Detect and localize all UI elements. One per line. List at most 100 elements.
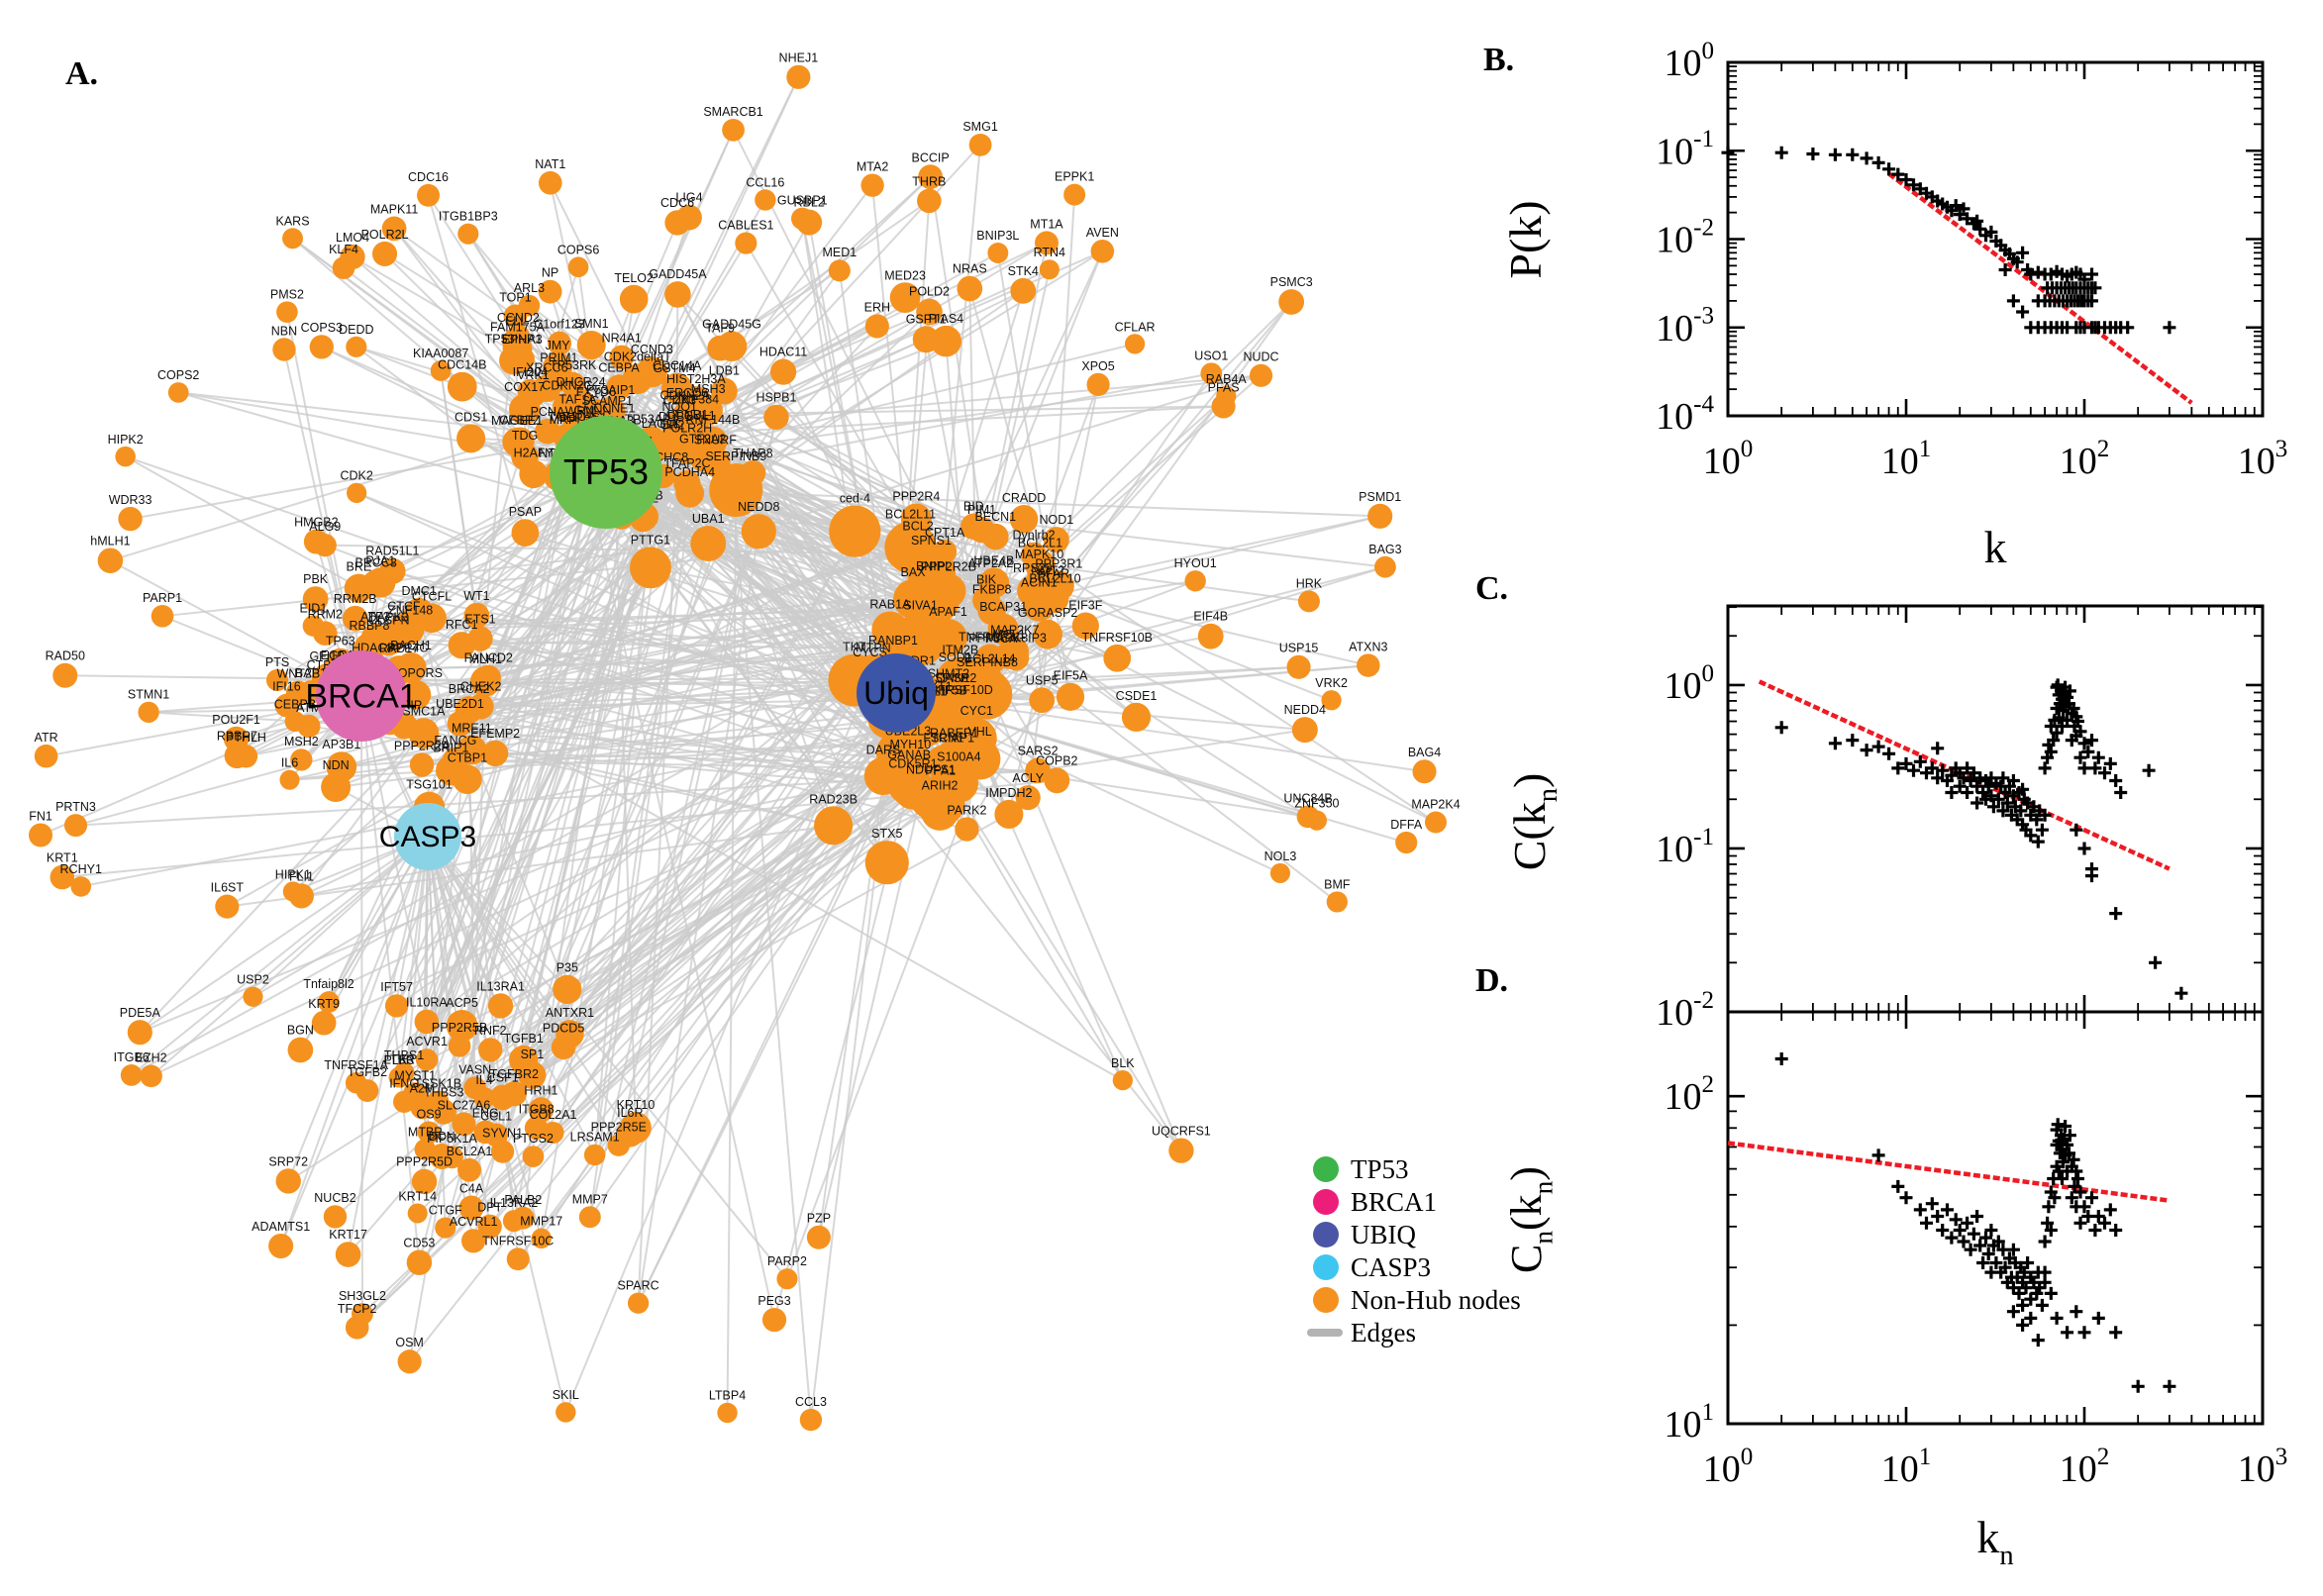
non-hub-node <box>531 1228 552 1248</box>
node-label: MMP7 <box>572 1192 608 1206</box>
non-hub-node <box>776 1268 798 1290</box>
non-hub-node <box>440 1146 463 1169</box>
node-label: IL13RA1 <box>476 979 525 993</box>
network-edge <box>348 638 921 723</box>
network-edge <box>426 465 620 1060</box>
non-hub-node <box>473 1087 495 1109</box>
node-label: MAPK10 <box>1015 548 1063 561</box>
node-label: NUCB2 <box>314 1191 355 1205</box>
x-tick-label: 103​ <box>2238 436 2288 482</box>
non-hub-node <box>397 1349 422 1374</box>
node-label: CDC14A <box>653 359 702 373</box>
non-hub-node <box>407 1203 428 1224</box>
node-label: NHEJ1 <box>779 51 819 65</box>
non-hub-node <box>1033 619 1062 649</box>
node-label: CYC1 <box>960 704 993 718</box>
network-edge <box>996 252 1071 698</box>
node-label: BLK <box>1111 1056 1135 1070</box>
non-hub-node <box>978 567 1010 599</box>
x-tick-label: 103​ <box>2238 1444 2288 1490</box>
node-label: CCL16 <box>746 175 784 189</box>
non-hub-node <box>542 1121 564 1145</box>
y-tick-label: 10-3​ <box>1656 303 1714 349</box>
non-hub-node <box>968 516 995 544</box>
y-tick-label: 10-2​ <box>1656 214 1714 260</box>
node-label: EPHA3 <box>502 333 543 347</box>
node-label: FAM175A <box>490 320 546 334</box>
node-label: UQCRFS1 <box>1152 1124 1211 1138</box>
node-label: XRCC6 <box>526 360 567 374</box>
non-hub-node <box>511 519 540 547</box>
node-label: DAPK3 <box>368 611 409 625</box>
network-edge <box>358 587 911 771</box>
node-label: WRN <box>565 405 595 419</box>
node-label: TNFRSF21 <box>959 631 1021 645</box>
node-label: SPNS1 <box>911 534 952 548</box>
node-label: ACP5 <box>446 996 478 1010</box>
non-hub-node <box>417 183 441 207</box>
node-label: ATF3 <box>360 610 390 624</box>
non-hub-node <box>1424 811 1448 834</box>
network-edge <box>61 779 1058 879</box>
node-label: DFFA <box>1390 818 1423 832</box>
node-label: SERPINB9 <box>705 449 766 463</box>
node-label: ZNF148 <box>388 603 433 617</box>
non-hub-node <box>828 259 851 282</box>
node-label: APAF1 <box>929 605 967 619</box>
node-label: MTBP <box>408 1125 443 1139</box>
network-edge <box>418 465 620 1263</box>
panel-d-label: D. <box>1475 962 1509 999</box>
node-label: RAB4A <box>1206 372 1248 386</box>
non-hub-node <box>457 223 479 245</box>
node-label: EPPK1 <box>1055 170 1094 184</box>
network-edge <box>414 680 961 1096</box>
node-label: GANAB <box>887 748 931 761</box>
node-label: PTS <box>265 655 289 669</box>
node-label: NOL3 <box>1264 849 1297 863</box>
non-hub-node <box>1367 503 1393 529</box>
node-label: MYH10 <box>889 738 931 751</box>
node-label: S100A4 <box>937 749 981 763</box>
x-tick-label: 101​ <box>1881 436 1932 482</box>
node-label: ACVR1 <box>406 1035 448 1048</box>
node-label: TFCP2 <box>338 1302 377 1316</box>
node-label: CDK3 <box>663 394 696 408</box>
fit-line <box>1758 679 2171 871</box>
node-label: PDCD5 <box>543 1021 584 1035</box>
x-tick-label: 100​ <box>1703 1444 1754 1490</box>
node-label: EIF4B <box>1193 610 1228 624</box>
legend-label: TP53 <box>1351 1154 1409 1184</box>
node-label: SMARCB1 <box>703 105 762 119</box>
node-label: NP <box>542 266 558 280</box>
node-label: PPP2R4 <box>892 489 940 503</box>
node-label: COPB2 <box>1036 753 1077 767</box>
node-label: PSAP <box>509 505 542 519</box>
node-label: SIVA1 <box>903 599 938 613</box>
node-label: RFC1 <box>446 618 478 632</box>
node-label: TP63 <box>326 635 355 648</box>
non-hub-node <box>290 748 313 771</box>
node-label: CASP2 <box>936 671 976 685</box>
node-label: UBA1 <box>692 512 725 526</box>
non-hub-node <box>478 1038 503 1062</box>
node-label: PPP3CA <box>968 632 1018 646</box>
non-hub-node <box>522 1146 545 1167</box>
node-label: STMN1 <box>128 688 169 702</box>
network-edge <box>701 269 841 459</box>
node-label: CDC14B <box>438 358 486 372</box>
x-axis-title: k <box>1984 522 2007 572</box>
node-label: SRP72 <box>268 1154 308 1168</box>
node-label: ATM <box>296 701 321 715</box>
network-edge <box>1047 588 1332 702</box>
node-label: VHL <box>967 725 991 739</box>
node-label: RRM2B <box>334 592 377 606</box>
plot-frame <box>1726 1010 2265 1426</box>
non-hub-node <box>1249 363 1273 387</box>
node-label: CDKN2A <box>660 388 711 402</box>
node-label: CTCF <box>387 600 421 614</box>
node-label: MAP2K7 <box>990 624 1039 638</box>
node-label: DDB1 <box>658 410 691 424</box>
non-hub-node <box>576 331 606 360</box>
node-label: hMLH1 <box>90 534 130 548</box>
node-label: RNF144B <box>685 413 740 427</box>
